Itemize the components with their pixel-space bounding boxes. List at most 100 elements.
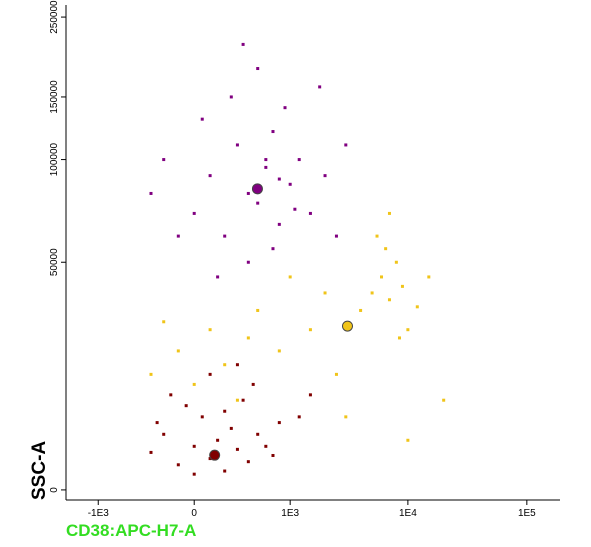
data-point [318,85,322,89]
data-point [380,275,384,279]
data-point [235,143,239,147]
data-point [208,372,212,376]
data-point [223,234,227,238]
data-point [288,182,292,186]
data-point [246,460,250,464]
data-point [149,191,153,195]
data-point [256,67,260,71]
x-tick-label: 1E4 [399,508,417,519]
data-point [264,158,268,162]
data-point [246,191,250,195]
data-point [246,260,250,264]
data-point [308,211,312,215]
data-point [344,415,348,419]
data-point [176,463,180,467]
data-point [442,398,446,402]
data-point [256,308,260,312]
data-point [308,393,312,397]
data-point [192,211,196,215]
data-point [149,372,153,376]
data-point [241,42,245,46]
data-point [184,404,188,408]
x-tick-label: 1E5 [518,508,536,519]
data-point [223,363,227,367]
data-point [323,291,327,295]
data-point [149,450,153,454]
data-point [406,328,410,332]
data-point [387,211,391,215]
y-tick-label: 0 [49,487,60,493]
data-point [223,469,227,473]
data-point [208,174,212,178]
data-point [370,291,374,295]
data-point [397,336,401,340]
data-point [406,438,410,442]
data-point [277,177,281,181]
data-point [169,393,173,397]
data-point [251,382,255,386]
data-point [334,234,338,238]
centroid [209,449,221,461]
data-point [415,305,419,309]
data-point [375,234,379,238]
y-tick-label: 50000 [49,248,60,276]
data-point [271,453,275,457]
data-point [256,432,260,436]
data-point [293,207,297,211]
data-point [271,130,275,134]
data-point [427,275,431,279]
x-tick-label: 1E3 [281,508,299,519]
y-tick-label: 250000 [49,0,60,34]
data-point [162,432,166,436]
data-point [277,349,281,353]
data-point [229,426,233,430]
data-point [223,409,227,413]
data-point [216,275,220,279]
x-tick-label: -1E3 [88,508,110,519]
data-point [200,415,204,419]
data-point [256,201,260,205]
data-point [277,222,281,226]
data-point [241,398,245,402]
centroid [251,183,263,195]
centroid [341,320,353,332]
data-point [271,247,275,251]
data-point [323,174,327,178]
data-point [288,275,292,279]
data-point [162,320,166,324]
data-point [155,421,159,425]
data-point [246,336,250,340]
x-tick-label: 0 [191,508,197,519]
y-tick-label: 100000 [49,142,60,176]
y-tick-label: 150000 [49,80,60,114]
data-point [384,247,388,251]
data-point [176,349,180,353]
data-point [192,382,196,386]
data-point [208,457,212,461]
data-point [264,165,268,169]
data-point [235,363,239,367]
data-point [394,260,398,264]
data-point [297,415,301,419]
data-point [192,444,196,448]
data-point [334,372,338,376]
data-point [283,106,287,110]
data-point [162,158,166,162]
data-point [176,234,180,238]
data-point [208,328,212,332]
data-point [200,117,204,121]
data-point [400,284,404,288]
data-point [229,95,233,99]
y-axis-label: SSC-A [29,441,50,500]
x-axis-label: CD38:APC-H7-A [66,521,196,540]
data-point [344,143,348,147]
data-point [235,447,239,451]
data-point [359,308,363,312]
data-point [192,472,196,476]
data-point [216,438,220,442]
data-point [277,421,281,425]
data-point [235,398,239,402]
data-point [387,298,391,302]
data-point [297,158,301,162]
